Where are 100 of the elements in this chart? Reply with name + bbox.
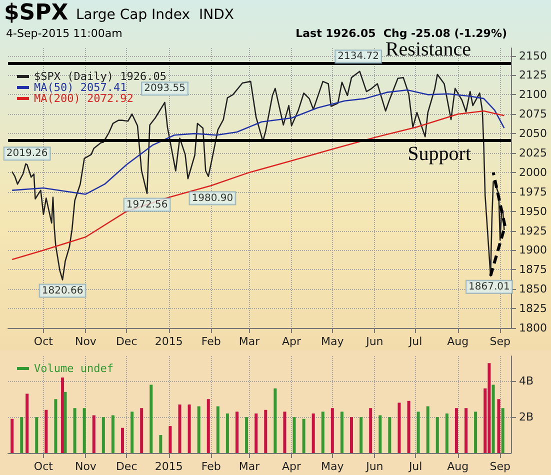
x-tick-label: Jun	[365, 335, 384, 348]
bar	[188, 404, 191, 453]
bar	[178, 404, 182, 453]
y-tick-label: 2150	[519, 49, 547, 62]
y-tick-label: 1800	[519, 322, 547, 334]
x-tick-label: Jun	[365, 460, 384, 473]
bar	[44, 410, 48, 453]
annotation: 1980.90	[192, 192, 234, 204]
bar	[330, 408, 334, 453]
y-tick-label: 4B	[519, 374, 534, 388]
annotation: 2134.72	[338, 51, 380, 62]
bar	[130, 412, 134, 453]
legend-label: MA(50) 2057.41	[34, 81, 127, 94]
annotation: 1867.01	[468, 281, 510, 292]
bar	[292, 417, 296, 453]
x-tick-label: Feb	[201, 335, 221, 348]
bar	[283, 412, 286, 453]
legend-label: $SPX (Daily) 1926.05	[34, 70, 166, 83]
ref-line-label: Support	[408, 142, 472, 165]
x-tick-label: Feb	[201, 460, 221, 473]
bar	[416, 412, 420, 453]
x-tick-label: 2015	[154, 335, 183, 348]
text: 4-Sep-2015 11:00am	[6, 27, 122, 40]
bar	[92, 415, 96, 453]
bar	[501, 408, 504, 453]
x-tick-label: May	[321, 460, 344, 473]
bar	[340, 412, 344, 453]
y-tick-label: 1900	[519, 244, 547, 257]
bar	[254, 413, 258, 453]
annotation: 2019.26	[6, 148, 48, 160]
bar	[321, 412, 324, 453]
bar	[378, 415, 382, 453]
y-tick-label: 2050	[519, 127, 547, 140]
x-tick-label: Aug	[447, 335, 469, 348]
y-tick-label: 1850	[519, 282, 547, 296]
annotation: 2093.55	[144, 83, 186, 94]
bar	[312, 413, 315, 453]
bar	[140, 408, 144, 453]
bar	[488, 363, 491, 453]
chart-subtitle: Large Cap Index INDX	[76, 7, 234, 23]
y-tick-label: 2000	[519, 166, 547, 179]
chart-title: $SPX	[4, 0, 68, 26]
bar	[168, 426, 172, 453]
bar	[445, 413, 448, 453]
x-tick-label: Sep	[490, 460, 510, 473]
bar	[61, 378, 64, 453]
y-tick-label: 1975	[519, 185, 547, 198]
x-tick-label: Sep	[490, 335, 510, 348]
bar	[369, 408, 372, 453]
bar	[245, 417, 248, 453]
bar	[54, 399, 58, 453]
bar	[150, 384, 153, 453]
bar	[35, 417, 38, 453]
x-tick-label: Apr	[282, 335, 302, 348]
bar	[492, 384, 495, 453]
bar	[26, 394, 29, 453]
x-tick-label: May	[321, 335, 344, 348]
bar	[426, 406, 430, 453]
x-tick-label: Dec	[116, 335, 138, 348]
legend-label: MA(200) 2072.92	[34, 92, 134, 105]
bar	[111, 415, 114, 453]
bar	[464, 408, 468, 453]
bar	[274, 388, 277, 453]
bar	[73, 408, 76, 453]
x-tick-label: Dec	[116, 460, 138, 473]
x-tick-label: Mar	[238, 460, 260, 473]
bar	[102, 417, 105, 453]
bar	[407, 400, 410, 453]
ref-line-label: Resistance	[385, 38, 472, 61]
y-tick-label: 2075	[519, 108, 547, 121]
bar	[454, 408, 458, 453]
y-tick-label: 1925	[519, 224, 547, 238]
bar	[264, 410, 268, 453]
y-tick-label: 2025	[519, 146, 547, 160]
bar	[82, 408, 86, 453]
x-tick-label: Jul	[408, 335, 422, 348]
bar	[497, 399, 500, 453]
x-tick-label: Jul	[408, 460, 422, 473]
x-tick-label: Nov	[74, 335, 97, 348]
y-tick-label: 2B	[519, 410, 534, 424]
x-tick-label: Apr	[282, 460, 302, 473]
bar	[388, 417, 392, 453]
bar	[206, 399, 210, 453]
bar	[350, 417, 354, 453]
bar	[226, 413, 229, 453]
x-tick-label: 2015	[154, 460, 183, 473]
text: Last 1926.05 Chg -25.08 (-1.29%)	[296, 27, 507, 40]
bar	[302, 418, 306, 453]
y-tick-label: 2125	[519, 68, 547, 82]
y-tick-label: 1825	[519, 302, 547, 316]
bar	[159, 435, 162, 453]
x-tick-label: Aug	[447, 460, 469, 473]
bar	[20, 417, 24, 453]
bar	[474, 412, 478, 453]
x-tick-label: Oct	[34, 460, 54, 473]
bar	[10, 418, 14, 453]
annotation: 1972.56	[126, 199, 168, 210]
x-tick-label: Nov	[74, 460, 97, 473]
bar	[398, 402, 401, 453]
bar	[360, 417, 363, 453]
